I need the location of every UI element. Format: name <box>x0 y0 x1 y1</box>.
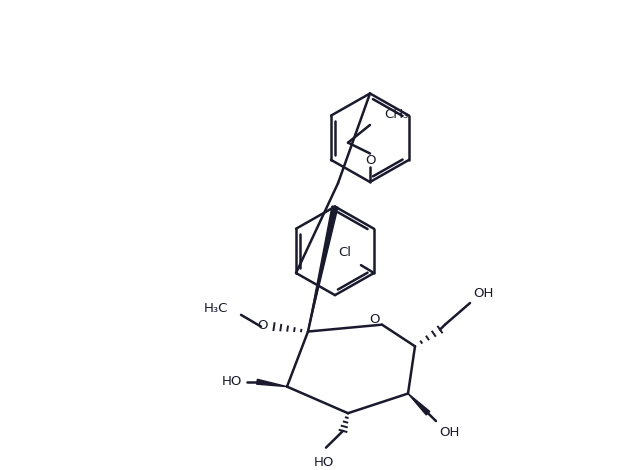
Text: OH: OH <box>439 426 460 439</box>
Text: O: O <box>369 313 380 326</box>
Text: CH₃: CH₃ <box>384 108 408 121</box>
Text: OH: OH <box>473 287 493 300</box>
Text: O: O <box>365 154 376 167</box>
Text: HO: HO <box>314 455 334 469</box>
Polygon shape <box>257 379 287 387</box>
Polygon shape <box>408 393 430 415</box>
Text: Cl: Cl <box>338 246 351 259</box>
Text: O: O <box>257 319 268 332</box>
Text: H₃C: H₃C <box>204 302 228 315</box>
Polygon shape <box>308 206 338 331</box>
Text: HO: HO <box>221 375 242 388</box>
